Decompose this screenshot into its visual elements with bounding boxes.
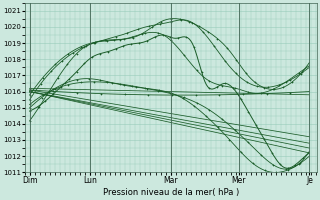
X-axis label: Pression niveau de la mer( hPa ): Pression niveau de la mer( hPa ) bbox=[103, 188, 239, 197]
